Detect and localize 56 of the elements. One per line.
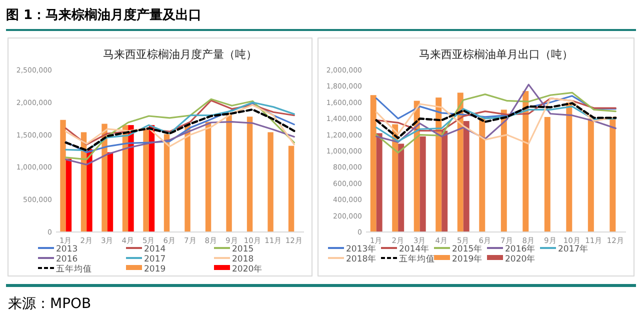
bar [436, 98, 442, 232]
bar [544, 116, 550, 232]
bar [463, 121, 470, 232]
legend-label: 2020年 [505, 254, 536, 264]
bar [370, 95, 376, 232]
bar [246, 116, 253, 232]
bar [376, 133, 382, 232]
bar [288, 146, 294, 232]
bar [500, 110, 507, 232]
bar [66, 158, 72, 232]
legend-label: 2018年 [346, 254, 377, 264]
bar [128, 125, 134, 232]
legend-label: 2015年 [452, 244, 483, 254]
bar [184, 124, 190, 232]
source-note: 来源：MPOB [8, 296, 92, 312]
bar [392, 124, 398, 232]
legend-label: 2013年 [346, 244, 377, 254]
bar [610, 118, 616, 232]
chart-title: 马来西亚棕榈油单月出口（吨） [419, 48, 573, 61]
bar [268, 132, 274, 232]
legend-label: 五年均值 [56, 264, 92, 274]
line-series [376, 98, 616, 145]
bar [164, 134, 170, 232]
bar [522, 91, 529, 232]
bar [60, 120, 66, 232]
bar [588, 118, 594, 232]
bar [457, 92, 464, 232]
text: 图 1：马来棕榈油月度产量及出口 [6, 7, 202, 23]
legend-label: 2016 [56, 254, 78, 264]
line-series [376, 95, 616, 120]
legend-label: 2019 [144, 264, 166, 274]
bar [398, 144, 404, 232]
legend-label: 2013 [56, 244, 78, 254]
legend-label: 2014年 [399, 244, 430, 254]
legend-label: 2018 [232, 254, 254, 264]
legend-label: 2015 [232, 244, 254, 254]
bar [107, 152, 114, 232]
line-series [65, 121, 295, 166]
bar [420, 136, 426, 232]
line-series [376, 84, 616, 143]
legend-label: 2014 [144, 244, 166, 254]
legend-label: 2020年 [232, 264, 263, 274]
legend-label: 2017年 [558, 244, 589, 254]
line-series [376, 92, 616, 154]
line-series [65, 98, 295, 160]
chart-title: 马来西亚棕榈油月度产量（吨） [103, 48, 257, 61]
bar [226, 112, 232, 232]
bar [86, 149, 92, 232]
legend-label: 五年均值 [399, 254, 435, 264]
legend-label: 2017 [144, 254, 166, 264]
bar [143, 128, 149, 232]
legend-label: 2019年 [452, 254, 483, 264]
bar [205, 122, 212, 232]
bar [479, 118, 486, 232]
bar [566, 102, 572, 232]
legend-label: 2016年 [505, 244, 536, 254]
